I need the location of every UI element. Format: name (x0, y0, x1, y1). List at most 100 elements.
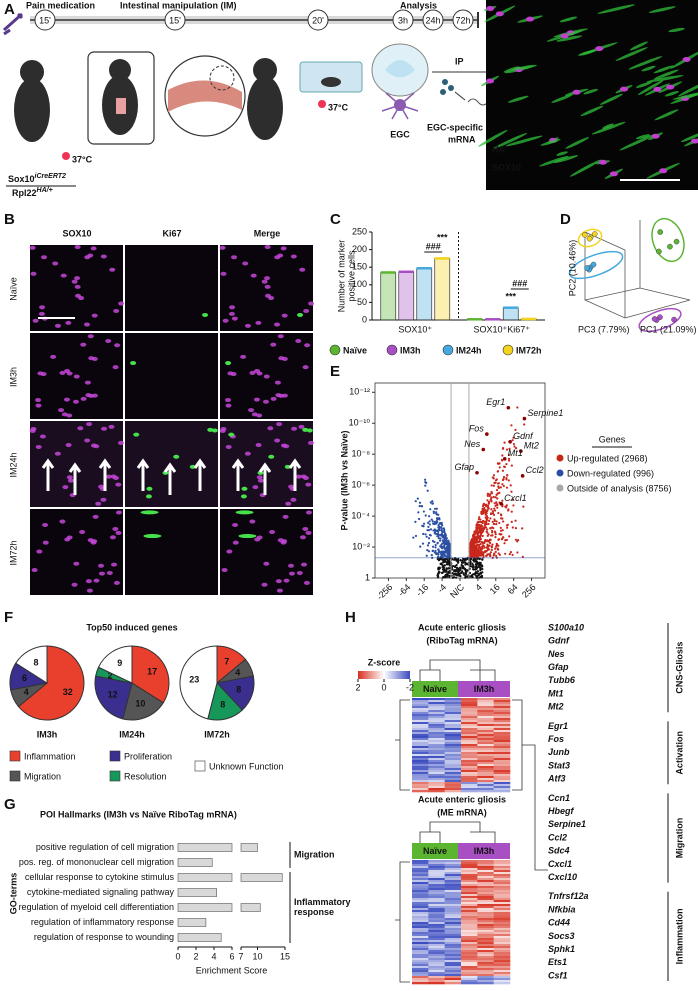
heatmap-cell (444, 948, 462, 951)
nucleus (264, 284, 271, 289)
nucleus (91, 539, 98, 544)
gene-point-cloud (446, 563, 449, 566)
heatmap-cell (444, 708, 462, 711)
heatmap-cell (412, 900, 429, 903)
micrograph-nucleus (666, 84, 675, 90)
category-label: regulation of myeloid cell differentiati… (19, 902, 174, 912)
pie-label: IM72h (204, 729, 230, 739)
gene-point-cloud (516, 406, 519, 409)
heatmap-cell (477, 738, 494, 741)
gene-point-cloud (500, 514, 503, 517)
heatmap-cell (412, 774, 429, 777)
gene-point-cloud (441, 568, 445, 571)
bead (448, 85, 454, 91)
gene-point-cloud (501, 536, 505, 539)
condition-label: IM3h (474, 846, 495, 856)
y-tick-label: 200 (352, 244, 367, 254)
heatmap-cell (477, 790, 494, 793)
heatmap-cell (444, 866, 462, 869)
gene-point (519, 449, 523, 453)
nucleus (39, 305, 46, 310)
gene-point-cloud (498, 532, 501, 536)
heatmap-cell (428, 940, 445, 943)
heatmap-cell (428, 776, 445, 779)
nucleus (261, 279, 268, 284)
gene-name: Tnfrsf12a (548, 891, 589, 901)
chart-title: POI Hallmarks (IM3h vs Naïve RiboTag mRN… (40, 809, 237, 819)
heatmap-cell (412, 934, 429, 937)
plot-frame (374, 382, 546, 579)
significance: ### (512, 278, 527, 288)
heatmap-cell (428, 712, 445, 715)
gene-label: Ccl2 (526, 465, 544, 475)
gene-point-cloud (445, 539, 448, 542)
gene-point-cloud (431, 545, 435, 548)
timepoint-label: 15' (169, 15, 181, 25)
gene-name: Csf1 (548, 970, 568, 980)
nucleus (276, 422, 283, 427)
gene-point-cloud (489, 554, 492, 558)
heatmap-cell (493, 862, 511, 865)
heatmap-cell (444, 888, 462, 891)
nucleus (100, 497, 107, 502)
heatmap-cell (412, 752, 429, 755)
ki67-signal (297, 312, 304, 317)
heatmap-cell (444, 782, 462, 785)
heatmap-cell (493, 882, 511, 885)
heatmap-cell (412, 886, 429, 889)
heatmap-cell (493, 878, 511, 881)
heatmap-cell (412, 756, 429, 759)
nucleus (280, 246, 287, 251)
heatmap-cell (461, 956, 478, 959)
heatmap-cell (493, 740, 511, 743)
gene-point-cloud (477, 548, 480, 551)
nucleus (66, 475, 73, 480)
gene-point-cloud (516, 551, 519, 554)
gene-point-cloud (502, 465, 506, 468)
gene-point-cloud (443, 543, 446, 546)
heatmap-cell (444, 974, 462, 977)
heatmap-cell (428, 960, 445, 963)
gene-point-cloud (508, 553, 511, 556)
heatmap-cell (461, 722, 478, 725)
heatmap-cell (428, 786, 445, 789)
gene-point-cloud (471, 545, 474, 548)
bar (177, 933, 222, 942)
gene-point-cloud (472, 533, 475, 537)
heatmap-cell (428, 968, 445, 971)
heatmap-cell (412, 780, 429, 783)
micrograph-nucleus (595, 46, 604, 52)
mice (14, 58, 283, 142)
nucleus (50, 354, 57, 359)
heatmap-cell (444, 716, 462, 719)
heatmap-cell (444, 754, 462, 757)
significance: *** (437, 232, 448, 242)
heatmap-cell (428, 950, 445, 953)
heatmap-cell (493, 758, 511, 761)
micrograph-fiber (641, 65, 656, 72)
heatmap-cell (412, 772, 429, 775)
heatmap-cell (461, 966, 478, 969)
heatmap-cell (428, 912, 445, 915)
heatmap-cell (477, 718, 494, 721)
heatmap-cell (428, 904, 445, 907)
bar (240, 843, 258, 852)
micrograph-fiber (511, 64, 537, 71)
gene-point-cloud (444, 551, 447, 554)
condition-label: Naïve (423, 684, 447, 694)
heatmap-cell (493, 748, 511, 751)
heatmap-cell (412, 972, 429, 975)
gene-point-cloud (495, 523, 498, 526)
heatmap-cell (444, 898, 462, 901)
heatmap-cell (461, 752, 478, 755)
gene-point (485, 432, 489, 436)
heatmap-cell (461, 860, 478, 863)
heatmap-cell (477, 946, 494, 949)
heatmap-cell (477, 936, 494, 939)
gene-name: Ccn1 (548, 793, 570, 803)
nucleus (298, 424, 305, 429)
heatmap-cell (412, 708, 429, 711)
heatmap-cell (477, 914, 494, 917)
gene-point-cloud (443, 535, 446, 538)
